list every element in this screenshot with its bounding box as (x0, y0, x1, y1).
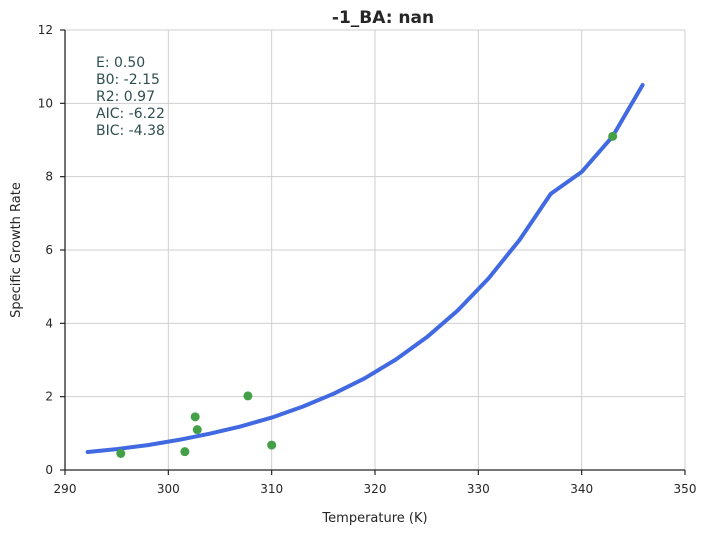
x-tick-label: 310 (260, 482, 283, 496)
data-point (190, 412, 200, 422)
stat-line: E: 0.50 (96, 55, 145, 71)
y-tick-label: 10 (38, 96, 53, 110)
x-axis-label: Temperature (K) (321, 511, 427, 526)
stat-line: R2: 0.97 (96, 89, 155, 105)
data-point (243, 391, 253, 401)
y-tick-label: 4 (45, 316, 53, 330)
y-ticks: 0 2 4 6 8 10 12 (38, 23, 65, 477)
y-tick-label: 6 (45, 243, 53, 257)
data-points (116, 131, 618, 458)
y-tick-label: 2 (45, 390, 53, 404)
x-tick-label: 350 (674, 482, 697, 496)
data-point (267, 440, 277, 450)
data-point (180, 447, 190, 457)
x-tick-label: 320 (364, 482, 387, 496)
data-point (116, 449, 126, 458)
y-axis-label: Specific Growth Rate (9, 182, 24, 318)
x-tick-label: 330 (467, 482, 490, 496)
x-tick-label: 290 (54, 482, 77, 496)
x-ticks: 290 300 310 320 330 340 350 (54, 470, 697, 496)
chart-title: -1_BA: nan (332, 8, 434, 28)
grid (65, 29, 686, 470)
x-tick-label: 300 (157, 482, 180, 496)
y-tick-label: 8 (45, 170, 53, 184)
fit-curve (85, 83, 645, 454)
x-tick-label: 340 (570, 482, 593, 496)
stat-line: B0: -2.15 (96, 72, 160, 88)
y-tick-label: 12 (38, 23, 53, 37)
stat-line: BIC: -4.38 (96, 123, 165, 139)
stat-line: AIC: -6.22 (96, 106, 165, 122)
data-point (608, 131, 618, 141)
data-point (192, 425, 202, 435)
y-tick-label: 0 (45, 463, 53, 477)
